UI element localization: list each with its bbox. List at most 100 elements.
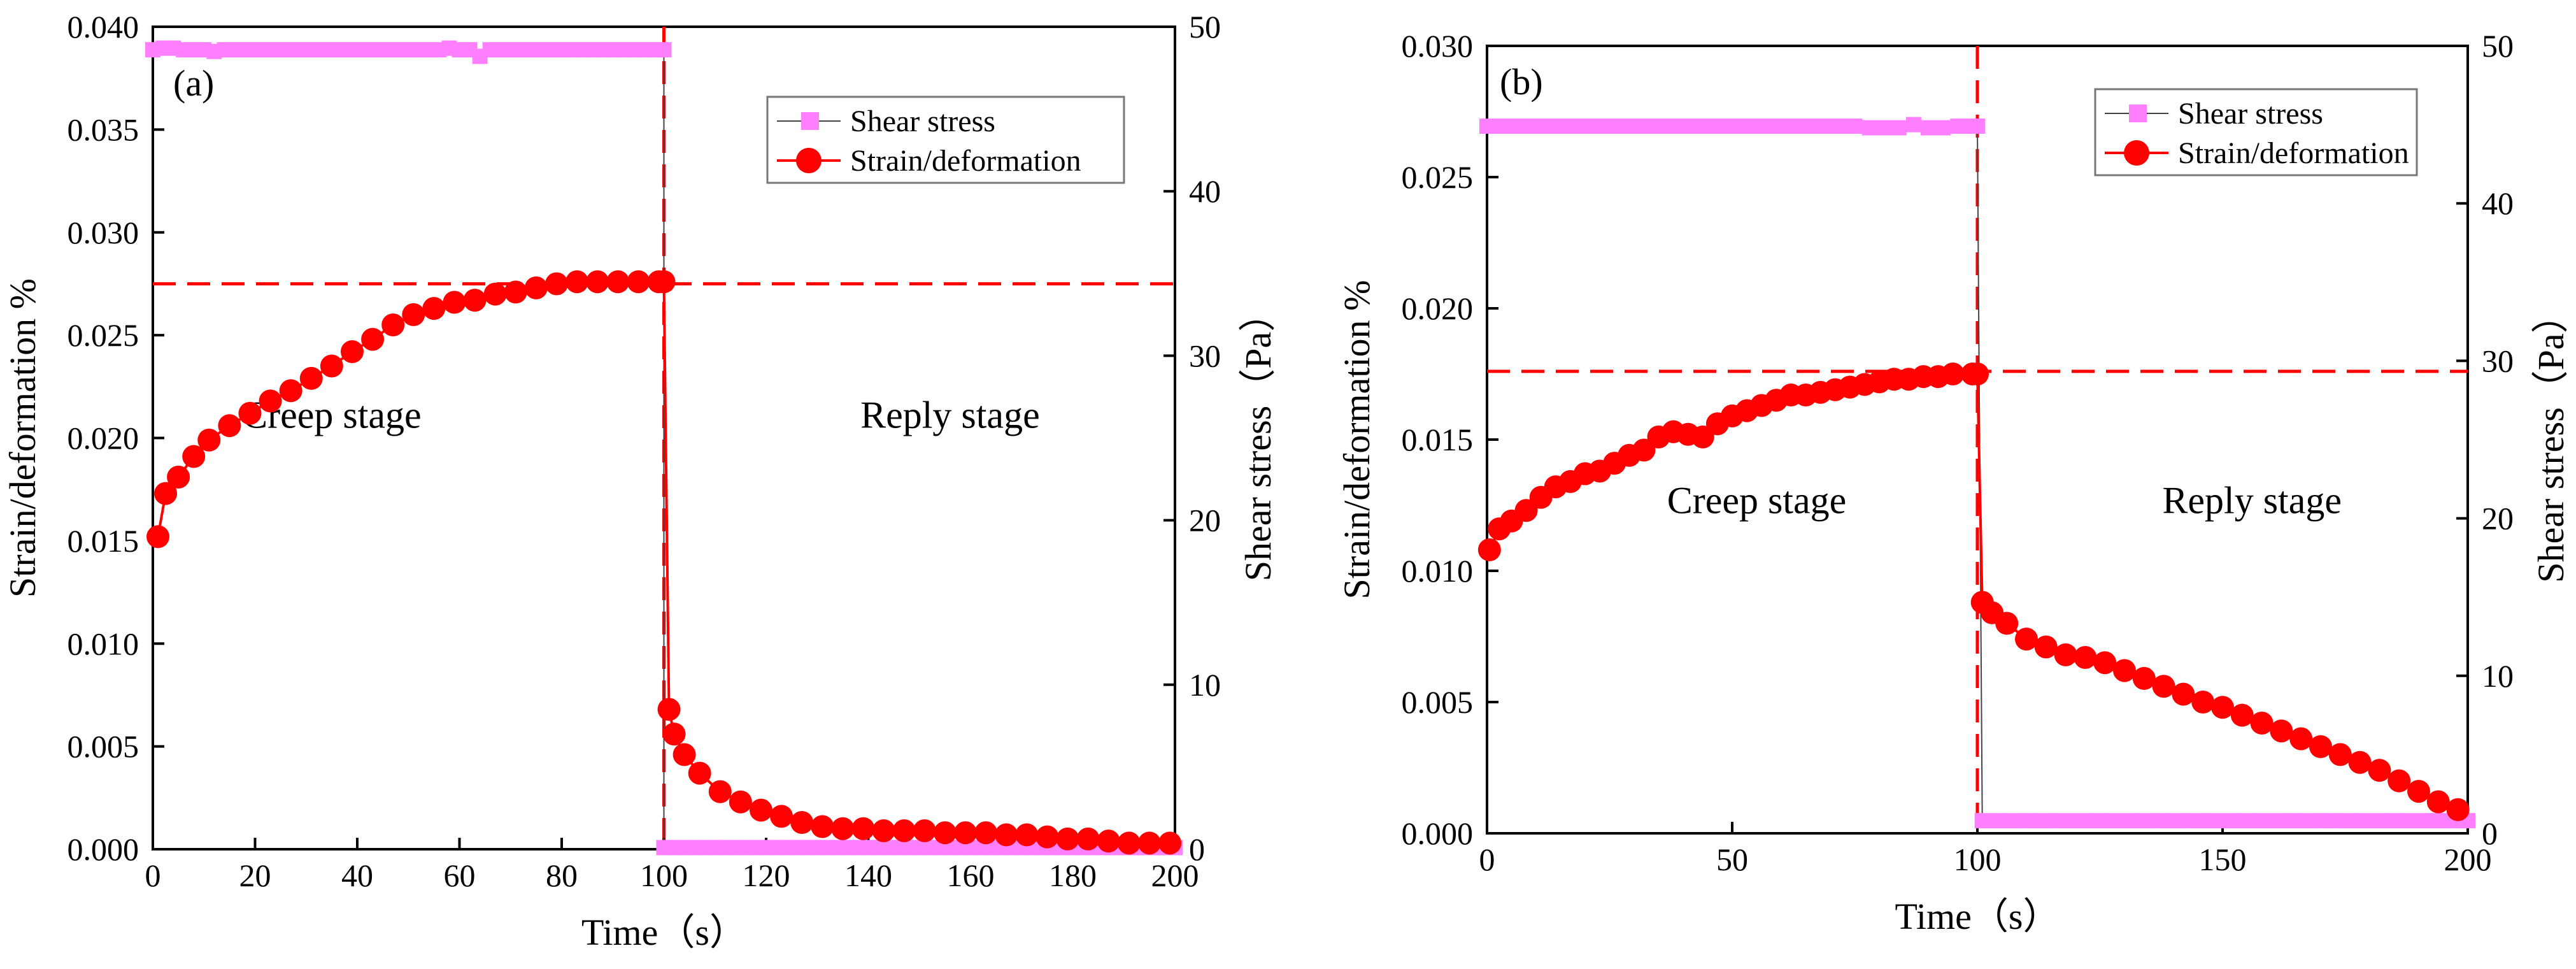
shear-stress-point — [1744, 118, 1760, 134]
x-tick-label: 200 — [2444, 842, 2492, 877]
y-left-tick-label: 0.000 — [1402, 815, 1474, 851]
shear-stress-point — [656, 42, 672, 58]
strain-point — [2368, 759, 2391, 782]
x-axis-title: Time（s） — [581, 912, 746, 953]
y-right-tick-label: 10 — [2482, 658, 2514, 694]
strain-point — [974, 821, 998, 845]
x-tick-label: 180 — [1049, 858, 1097, 893]
strain-point — [2426, 790, 2450, 814]
y-right-tick-label: 40 — [1189, 173, 1221, 209]
y-right-tick-label: 50 — [2482, 28, 2514, 64]
shear-stress-point — [1670, 118, 1686, 134]
y-left-tick-label: 0.025 — [68, 317, 139, 353]
strain-point — [2348, 750, 2372, 774]
shear-stress-point — [1553, 118, 1569, 134]
shear-stress-point — [1876, 120, 1892, 136]
shear-stress-point — [2313, 813, 2328, 829]
strain-point — [2211, 696, 2234, 719]
strain-point — [544, 272, 568, 296]
strain-point — [422, 297, 446, 320]
shear-stress-point — [1803, 118, 1819, 134]
legend-box — [766, 96, 1125, 184]
legend-circle-marker — [796, 148, 822, 173]
strain-point — [708, 780, 732, 803]
y-left-tick-label: 0.030 — [1402, 28, 1474, 64]
y-left-tick-label: 0.010 — [68, 626, 139, 661]
shear-stress-point — [1479, 118, 1495, 134]
y-left-tick-label: 0.020 — [1402, 291, 1474, 326]
strain-point — [2270, 719, 2293, 743]
shear-stress-point — [2357, 813, 2373, 829]
strain-point — [381, 313, 405, 336]
shear-stress-point — [1509, 118, 1525, 134]
shear-stress-point — [1818, 118, 1833, 134]
shear-stress-point — [1567, 118, 1583, 134]
y-left-tick-label: 0.015 — [1402, 422, 1474, 457]
strain-point — [463, 289, 487, 312]
strain-point — [1691, 425, 1714, 449]
strain-point — [167, 465, 190, 489]
strain-point — [627, 270, 650, 294]
panel-label: (a) — [173, 62, 214, 104]
series-strain-deformation — [146, 270, 1181, 855]
shear-stress-point — [1847, 118, 1863, 134]
strain-point — [504, 280, 527, 304]
strain-point — [933, 821, 957, 845]
strain-point — [2093, 651, 2117, 675]
strain-point — [1137, 831, 1161, 855]
shear-stress-point — [1921, 120, 1936, 136]
strain-point — [154, 482, 178, 505]
strain-point — [1035, 825, 1059, 849]
strain-point — [1477, 538, 1501, 562]
legend-square-marker — [2129, 104, 2147, 122]
x-tick-label: 120 — [743, 858, 790, 893]
y-right-tick-label: 0 — [2482, 815, 2498, 851]
strain-point — [483, 282, 507, 306]
legend-label-shear-stress: Shear stress — [2178, 97, 2323, 131]
strain-point — [729, 790, 752, 814]
strain-point — [238, 401, 262, 425]
x-tick-label: 0 — [145, 858, 161, 893]
y-left-tick-label: 0.030 — [68, 215, 139, 250]
shear-stress-point — [1523, 118, 1539, 134]
shear-stress-point — [2401, 813, 2417, 829]
shear-stress-point — [1989, 813, 2005, 829]
strain-point — [1015, 823, 1039, 847]
strain-point — [1097, 829, 1120, 853]
strain-point — [2132, 666, 2156, 690]
strain-point — [657, 698, 681, 721]
strain-point — [672, 743, 696, 766]
strain-point — [1056, 827, 1079, 851]
y-left-tick-label: 0.040 — [68, 9, 139, 45]
strain-point — [872, 819, 895, 842]
strain-point — [953, 821, 977, 845]
x-tick-label: 50 — [1716, 842, 1748, 877]
y-right-tick-label: 30 — [2482, 343, 2514, 378]
shear-stress-point — [1729, 118, 1745, 134]
strain-point — [361, 327, 385, 351]
strain-point — [218, 414, 241, 438]
shear-stress-point — [1891, 120, 1907, 136]
strain-point — [2074, 645, 2097, 669]
legend-label-strain: Strain/deformation — [2178, 136, 2409, 170]
y-right-axis-title: Shear stress（Pa） — [2530, 296, 2572, 582]
shear-stress-point — [2121, 813, 2137, 829]
legend: Shear stress Strain/deformation — [2094, 88, 2418, 176]
x-tick-label: 100 — [640, 858, 688, 893]
x-tick-label: 80 — [546, 858, 578, 893]
y-left-axis-title: Strain/deformation % — [1336, 280, 1377, 599]
shear-stress-point — [2092, 813, 2108, 829]
creep-stage-label: Creep stage — [1667, 479, 1847, 521]
series-strain-deformation — [1477, 362, 2470, 821]
chart-panel-b: 0 50 100 150 2000.0000.0050.0100.0150.0200.0… — [1336, 28, 2572, 937]
x-tick-label: 60 — [444, 858, 476, 893]
strain-point — [831, 817, 855, 840]
y-right-tick-label: 30 — [1189, 338, 1221, 373]
shear-stress-point — [1974, 813, 1990, 829]
shear-stress-point — [1656, 118, 1672, 134]
strain-point — [2407, 780, 2430, 803]
strain-point — [2034, 635, 2058, 659]
x-tick-label: 20 — [239, 858, 271, 893]
chart-panel-a: 0 20 40 60 80 100 120 140 160 180 2000.0000.0050.0… — [2, 9, 1279, 953]
